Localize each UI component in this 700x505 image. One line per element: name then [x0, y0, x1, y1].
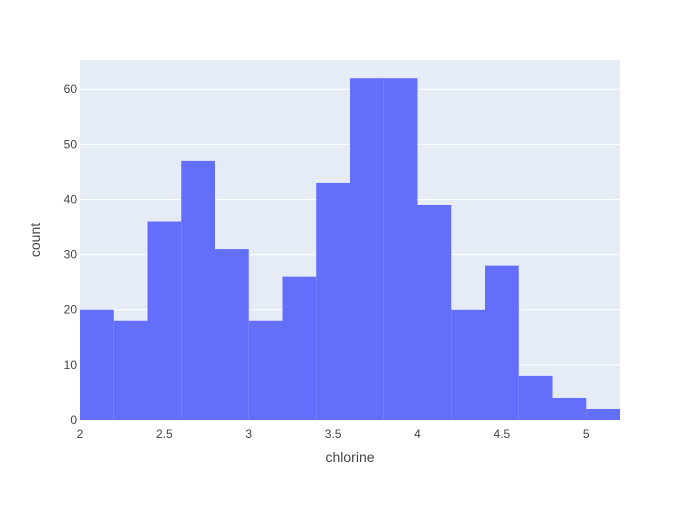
x-tick-label: 2 — [77, 427, 84, 441]
histogram-bar — [586, 408, 620, 420]
x-tick-label: 5 — [583, 427, 590, 441]
y-tick-label: 20 — [64, 303, 78, 317]
histogram-bar — [485, 265, 519, 420]
y-tick-label: 60 — [64, 82, 78, 96]
histogram-bar — [316, 182, 350, 420]
y-tick-label: 0 — [70, 413, 77, 427]
x-axis-ticks: 2 2.5 3 3.5 4 4.5 5 — [77, 427, 590, 441]
histogram-bar — [552, 397, 587, 420]
histogram-bar — [417, 204, 452, 420]
y-tick-label: 40 — [64, 192, 78, 206]
y-tick-label: 10 — [64, 358, 78, 372]
histogram-bar — [518, 375, 553, 420]
histogram-bar — [80, 309, 114, 420]
x-tick-label: 2.5 — [156, 427, 173, 441]
y-tick-label: 30 — [64, 248, 78, 262]
histogram-bar — [147, 221, 182, 420]
histogram-bar — [215, 249, 249, 420]
x-tick-label: 3.5 — [325, 427, 342, 441]
histogram-bar — [181, 160, 215, 420]
histogram-bar — [282, 276, 317, 420]
x-tick-label: 4.5 — [494, 427, 511, 441]
x-tick-label: 3 — [245, 427, 252, 441]
y-axis-title: count — [27, 223, 43, 257]
x-tick-label: 4 — [414, 427, 421, 441]
histogram-bar — [248, 320, 283, 420]
y-tick-label: 50 — [64, 137, 78, 151]
histogram-bar — [383, 78, 418, 420]
histogram-bars — [80, 78, 620, 420]
histogram-bar — [350, 78, 384, 420]
y-axis-ticks: 0 10 20 30 40 50 60 — [64, 82, 78, 427]
histogram-bar — [451, 309, 485, 420]
x-axis-title: chlorine — [325, 449, 374, 465]
histogram-bar — [113, 320, 148, 420]
